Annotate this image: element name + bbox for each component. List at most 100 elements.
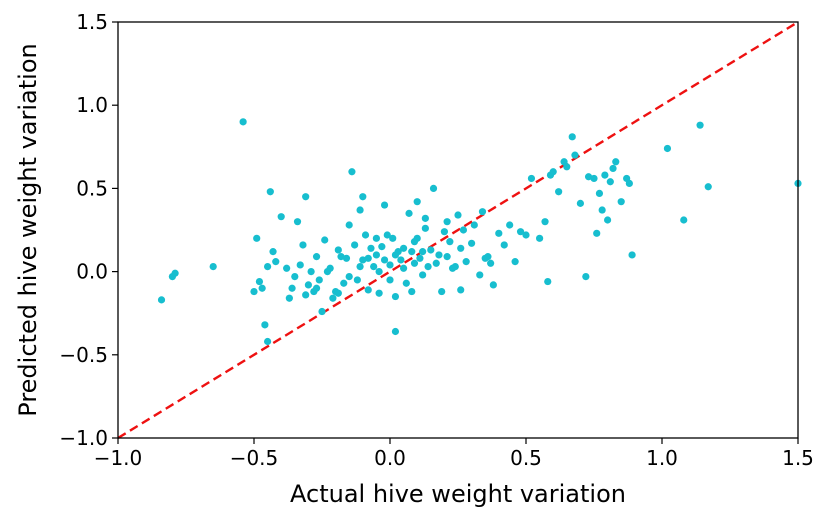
data-point: [315, 276, 323, 284]
data-point: [457, 244, 465, 252]
y-axis-label: Predicted hive weight variation: [14, 43, 42, 416]
data-point: [541, 218, 549, 226]
data-point: [680, 216, 688, 224]
data-point: [266, 188, 274, 196]
data-point: [416, 254, 424, 262]
data-point: [334, 289, 342, 297]
data-point: [568, 133, 576, 141]
data-point: [326, 264, 334, 272]
data-point: [563, 163, 571, 171]
data-point: [334, 246, 342, 254]
data-point: [612, 158, 620, 166]
data-point: [511, 258, 519, 266]
data-point: [321, 236, 329, 244]
data-point: [421, 224, 429, 232]
data-point: [296, 261, 304, 269]
data-point: [367, 244, 375, 252]
data-point: [595, 189, 604, 197]
data-point: [457, 286, 465, 294]
data-point: [312, 284, 321, 292]
x-axis-label: Actual hive weight variation: [290, 480, 626, 508]
data-point: [293, 218, 302, 226]
x-tick-label: −0.5: [230, 446, 279, 470]
data-point: [375, 268, 383, 276]
data-point: [394, 248, 402, 256]
data-point: [421, 214, 429, 222]
scatter-points-layer: [157, 118, 802, 346]
x-tick-label: 1.5: [782, 446, 814, 470]
data-point: [209, 263, 217, 271]
y-tick-label: 0.5: [76, 176, 108, 200]
data-point: [337, 253, 345, 261]
data-point: [598, 206, 606, 214]
data-point: [372, 234, 380, 242]
data-point: [454, 211, 462, 219]
data-point: [584, 173, 593, 181]
data-point: [340, 279, 348, 287]
data-point: [544, 277, 552, 286]
data-point: [356, 206, 364, 214]
data-point: [506, 221, 514, 229]
data-point: [400, 244, 408, 252]
x-tick-label: 0.0: [374, 446, 406, 470]
data-point: [364, 286, 372, 294]
data-point: [413, 198, 421, 206]
data-point: [582, 272, 590, 281]
data-point: [696, 121, 704, 129]
data-point: [386, 261, 394, 269]
data-point: [261, 321, 269, 329]
data-point: [264, 263, 272, 271]
data-point: [593, 229, 601, 237]
data-point: [299, 241, 307, 249]
data-point: [378, 243, 386, 251]
data-point: [429, 184, 438, 192]
data-point: [272, 258, 280, 266]
data-point: [476, 271, 484, 279]
data-point: [555, 188, 563, 196]
data-point: [397, 256, 405, 264]
reference-line-layer: [117, 20, 799, 440]
data-point: [704, 183, 712, 191]
data-point: [405, 209, 413, 217]
data-point: [359, 193, 367, 201]
data-point: [419, 271, 427, 279]
data-point: [345, 221, 353, 229]
data-point: [438, 287, 446, 296]
data-point: [495, 229, 503, 237]
data-point: [410, 259, 419, 267]
data-point: [604, 216, 612, 224]
data-point: [380, 256, 389, 264]
data-point: [291, 272, 299, 281]
data-point: [527, 174, 536, 183]
data-point: [239, 118, 247, 126]
data-point: [383, 231, 391, 239]
data-point: [609, 164, 617, 173]
data-point: [468, 239, 476, 247]
data-point: [380, 201, 389, 209]
data-point: [432, 259, 440, 267]
data-point: [264, 337, 272, 346]
data-point: [446, 238, 454, 246]
data-point: [157, 296, 166, 304]
x-tick-label: 1.0: [646, 446, 678, 470]
data-point: [342, 254, 351, 262]
data-point: [302, 291, 310, 299]
x-axis-ticks: −1.0 −0.5 0.0 0.5 1.0 1.5: [94, 438, 814, 470]
data-point: [370, 263, 378, 271]
data-point: [484, 253, 492, 261]
data-point: [500, 241, 508, 249]
data-point: [617, 198, 625, 206]
data-point: [391, 292, 400, 301]
y-tick-label: −0.5: [59, 343, 108, 367]
data-point: [625, 179, 633, 188]
data-point: [601, 171, 609, 179]
data-point: [440, 228, 448, 236]
data-point: [419, 248, 427, 256]
data-point: [522, 231, 530, 239]
data-point: [386, 276, 394, 284]
x-tick-label: −1.0: [94, 446, 143, 470]
data-point: [576, 199, 585, 207]
y-tick-label: 0.0: [76, 260, 108, 284]
data-point: [372, 251, 380, 259]
